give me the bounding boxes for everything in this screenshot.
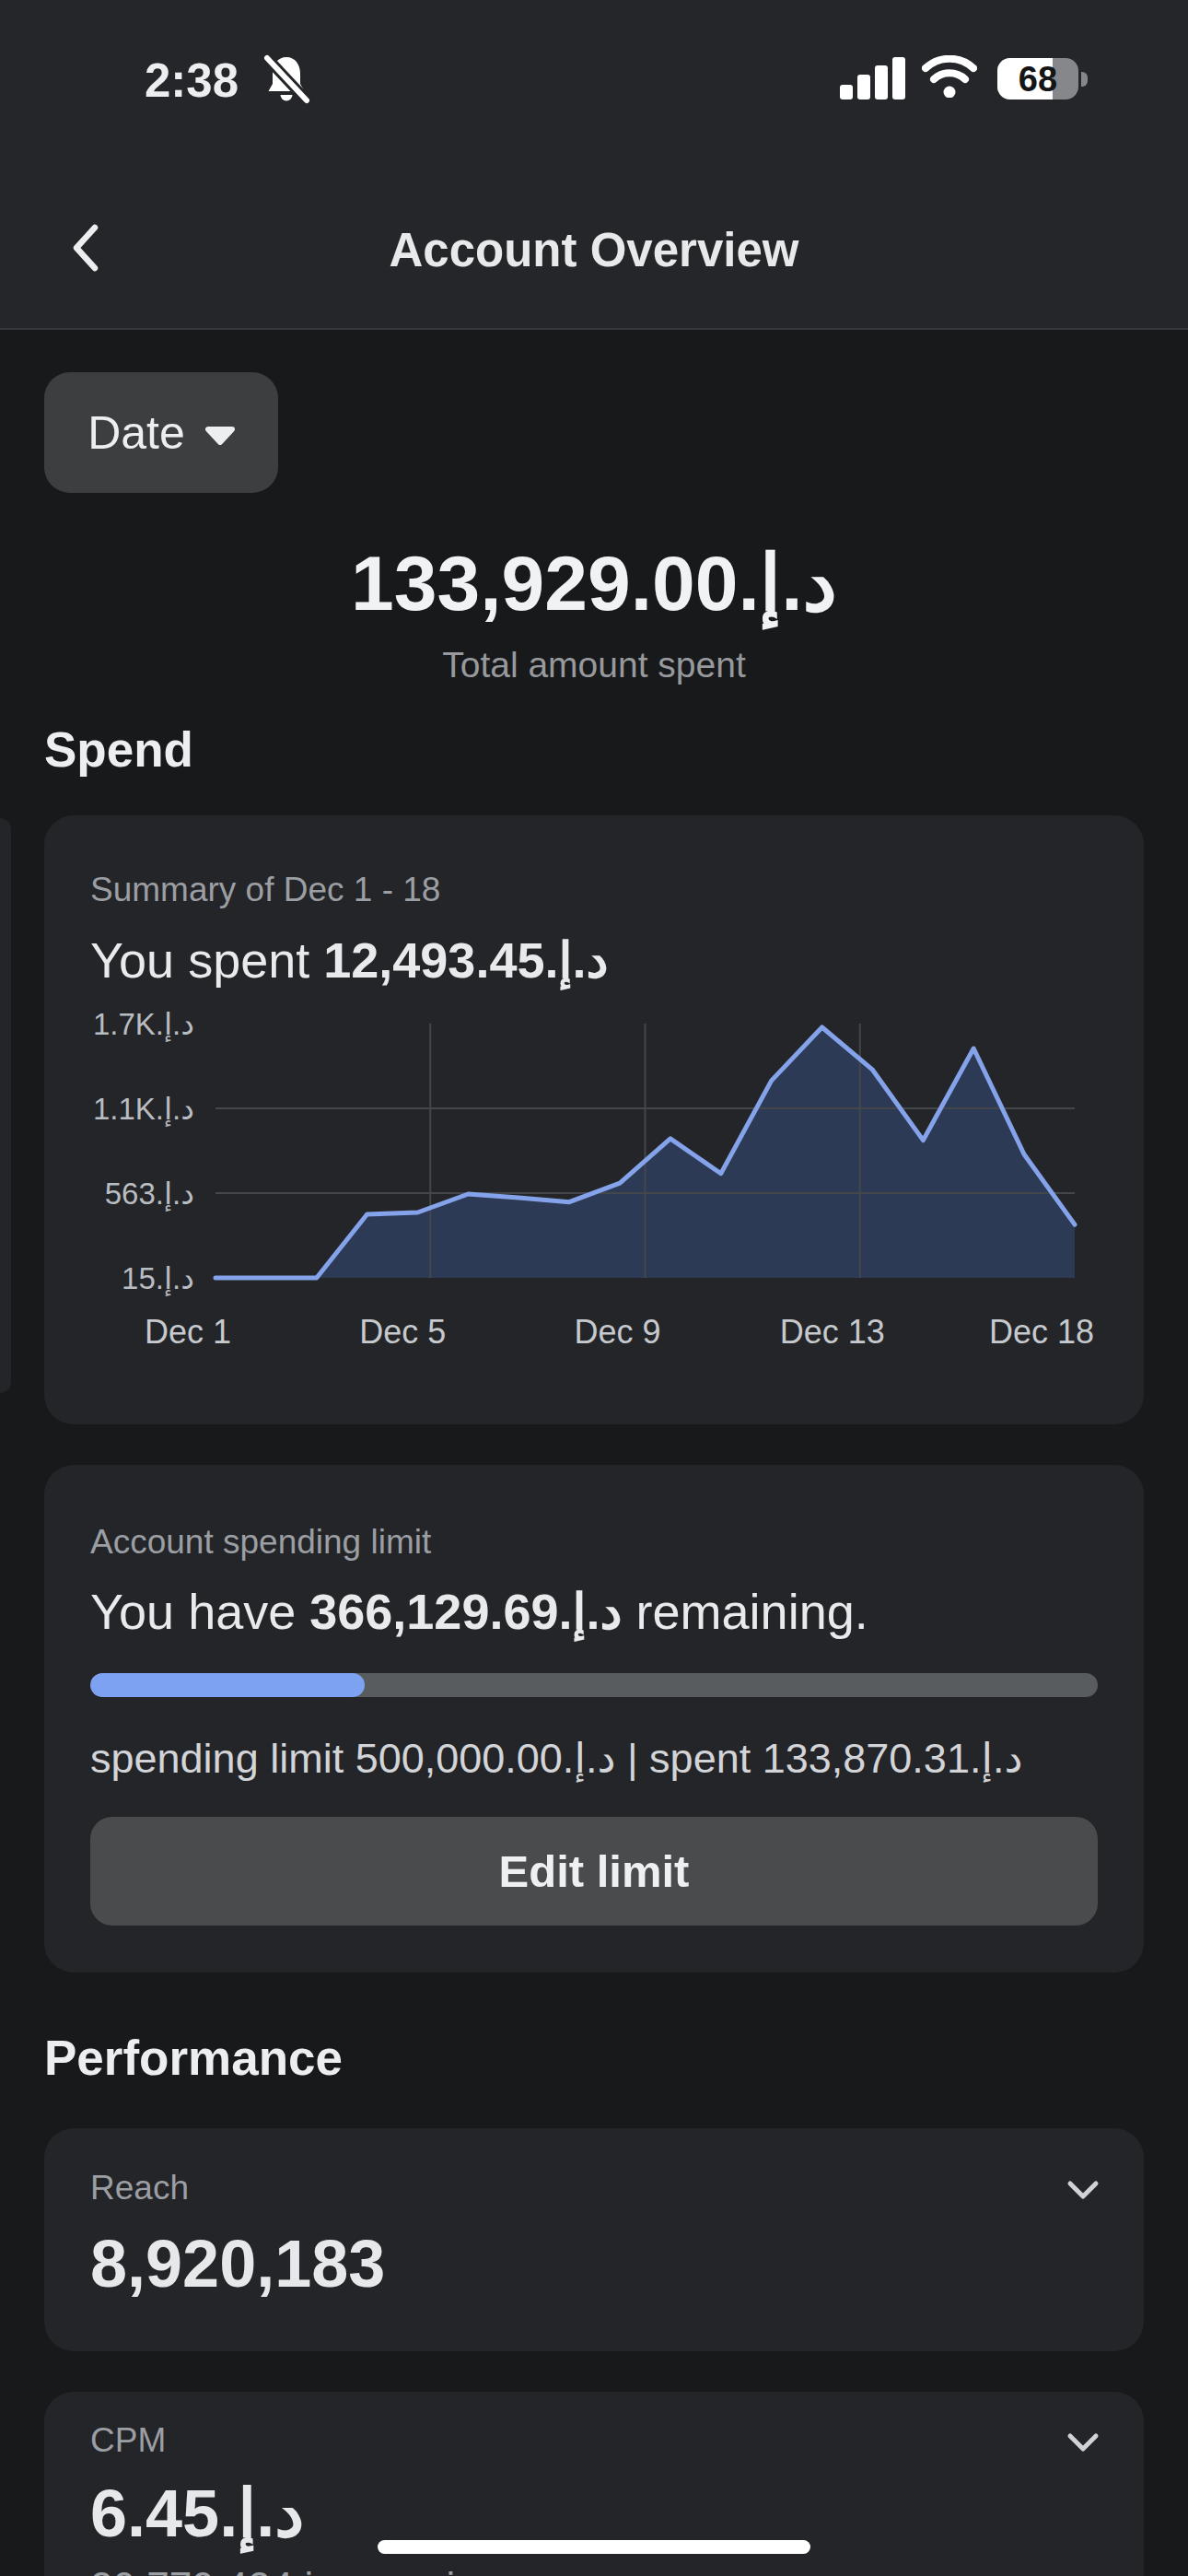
wifi-icon <box>922 55 977 98</box>
total-spent-amount: 133,929.00.د.إ <box>0 538 1188 628</box>
dropdown-arrow-icon <box>205 427 235 445</box>
svg-text:563.د.إ: 563.د.إ <box>105 1177 194 1212</box>
top-bar: 2:38 68 Account Overview <box>0 0 1188 330</box>
chevron-down-icon[interactable] <box>1066 2432 1100 2453</box>
cpm-value: 6.45.د.إ <box>90 2475 304 2552</box>
reach-label: Reach <box>90 2169 189 2207</box>
home-indicator[interactable] <box>378 2540 810 2554</box>
battery-icon: 68 <box>997 58 1078 100</box>
svg-text:Dec 5: Dec 5 <box>359 1313 446 1351</box>
cpm-label: CPM <box>90 2421 166 2460</box>
reach-value: 8,920,183 <box>90 2226 385 2301</box>
svg-text:15.د.إ: 15.د.إ <box>122 1261 194 1297</box>
spending-progress-fill <box>90 1673 365 1697</box>
signal-strength-icon <box>840 57 908 100</box>
svg-text:Dec 9: Dec 9 <box>574 1313 660 1351</box>
date-filter-label: Date <box>87 406 185 460</box>
svg-text:1.7K.د.إ: 1.7K.د.إ <box>93 1007 194 1043</box>
spending-limit-card: Account spending limit You have 366,129.… <box>44 1465 1144 1973</box>
status-time: 2:38 <box>145 53 239 108</box>
spend-section-title: Spend <box>44 721 193 778</box>
spend-summary-card[interactable]: Summary of Dec 1 - 18 You spent 12,493.4… <box>44 815 1144 1424</box>
date-filter-button[interactable]: Date <box>44 372 278 493</box>
page-title: Account Overview <box>0 223 1188 277</box>
limit-details: spending limit 500,000.00.د.إ | spent 13… <box>90 1734 1022 1783</box>
spending-progress-bar <box>90 1673 1098 1697</box>
performance-section-title: Performance <box>44 2030 343 2086</box>
reach-metric-card[interactable]: Reach 8,920,183 <box>44 2128 1144 2351</box>
svg-text:Dec 13: Dec 13 <box>780 1313 885 1351</box>
svg-text:1.1K.د.إ: 1.1K.د.إ <box>93 1092 194 1128</box>
total-spent-caption: Total amount spent <box>0 645 1188 685</box>
battery-percent: 68 <box>997 58 1078 100</box>
notifications-off-icon <box>262 53 310 106</box>
spend-line-chart: 1.7K.د.إ 1.1K.د.إ 563.د.إ 15.د.إ Dec 1 Dec 5 D… <box>44 815 1144 1424</box>
carousel-previous-card-edge <box>0 818 11 1393</box>
remaining-line: You have 366,129.69.د.إ remaining. <box>90 1583 868 1641</box>
battery-nub <box>1081 72 1088 87</box>
remaining-amount: 366,129.69.د.إ <box>309 1584 622 1639</box>
svg-text:Dec 18: Dec 18 <box>989 1313 1094 1351</box>
svg-text:Dec 1: Dec 1 <box>145 1313 231 1351</box>
cpm-subtext: 20,770,424 impressions <box>90 2564 520 2576</box>
limit-card-label: Account spending limit <box>90 1523 431 1562</box>
chevron-down-icon[interactable] <box>1066 2180 1100 2200</box>
edit-limit-button[interactable]: Edit limit <box>90 1817 1098 1926</box>
